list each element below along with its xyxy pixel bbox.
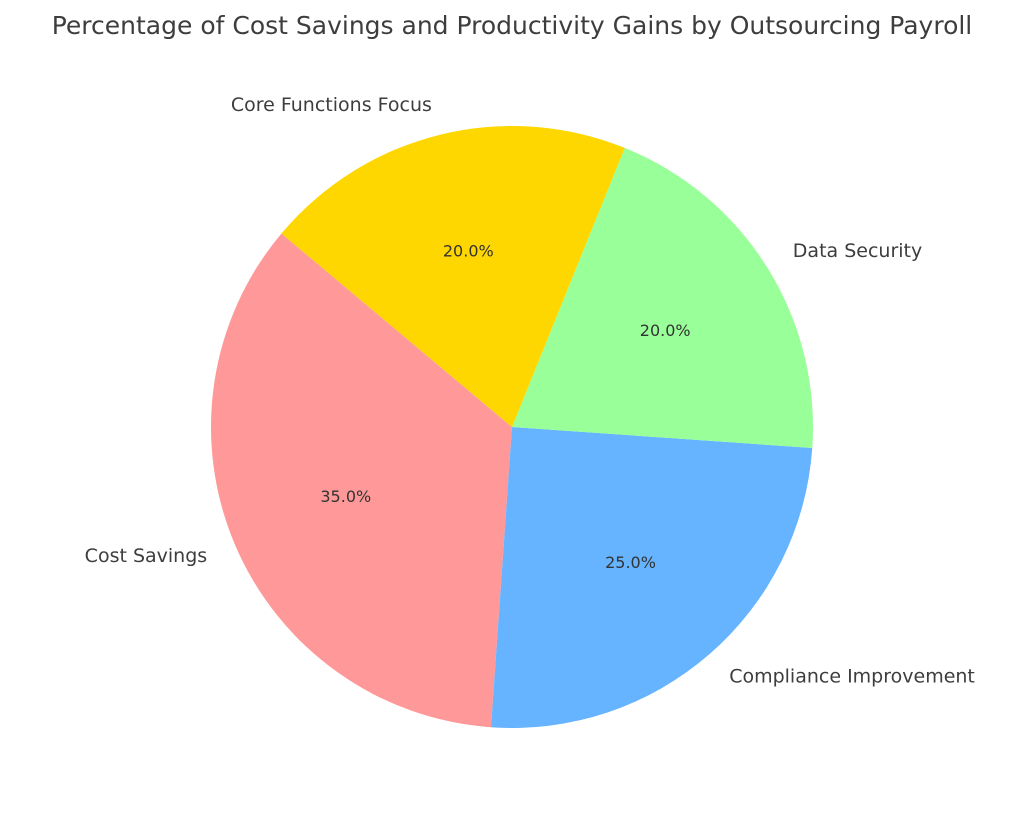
slice-cost-savings: [210, 233, 512, 728]
chart-title: Percentage of Cost Savings and Productiv…: [52, 11, 973, 40]
slice-compliance-improvement: [491, 427, 813, 729]
slice-core-functions-focus: [281, 126, 625, 428]
slice-label-data-security: Data Security: [793, 240, 922, 262]
slice-label-core-functions-focus: Core Functions Focus: [231, 94, 432, 116]
percentage-labels: 35.0% 25.0% 20.0% 20.0%: [320, 241, 691, 572]
pct-label-cost-savings: 35.0%: [320, 487, 371, 506]
pct-label-compliance-improvement: 25.0%: [605, 553, 656, 572]
pie-slices: [210, 126, 814, 729]
slice-data-security: [512, 147, 814, 449]
slice-label-compliance-improvement: Compliance Improvement: [729, 665, 975, 687]
slice-labels: Cost Savings Compliance Improvement Data S…: [85, 94, 975, 687]
pct-label-core-functions-focus: 20.0%: [443, 241, 494, 260]
pct-label-data-security: 20.0%: [640, 321, 691, 340]
slice-label-cost-savings: Cost Savings: [85, 545, 208, 567]
